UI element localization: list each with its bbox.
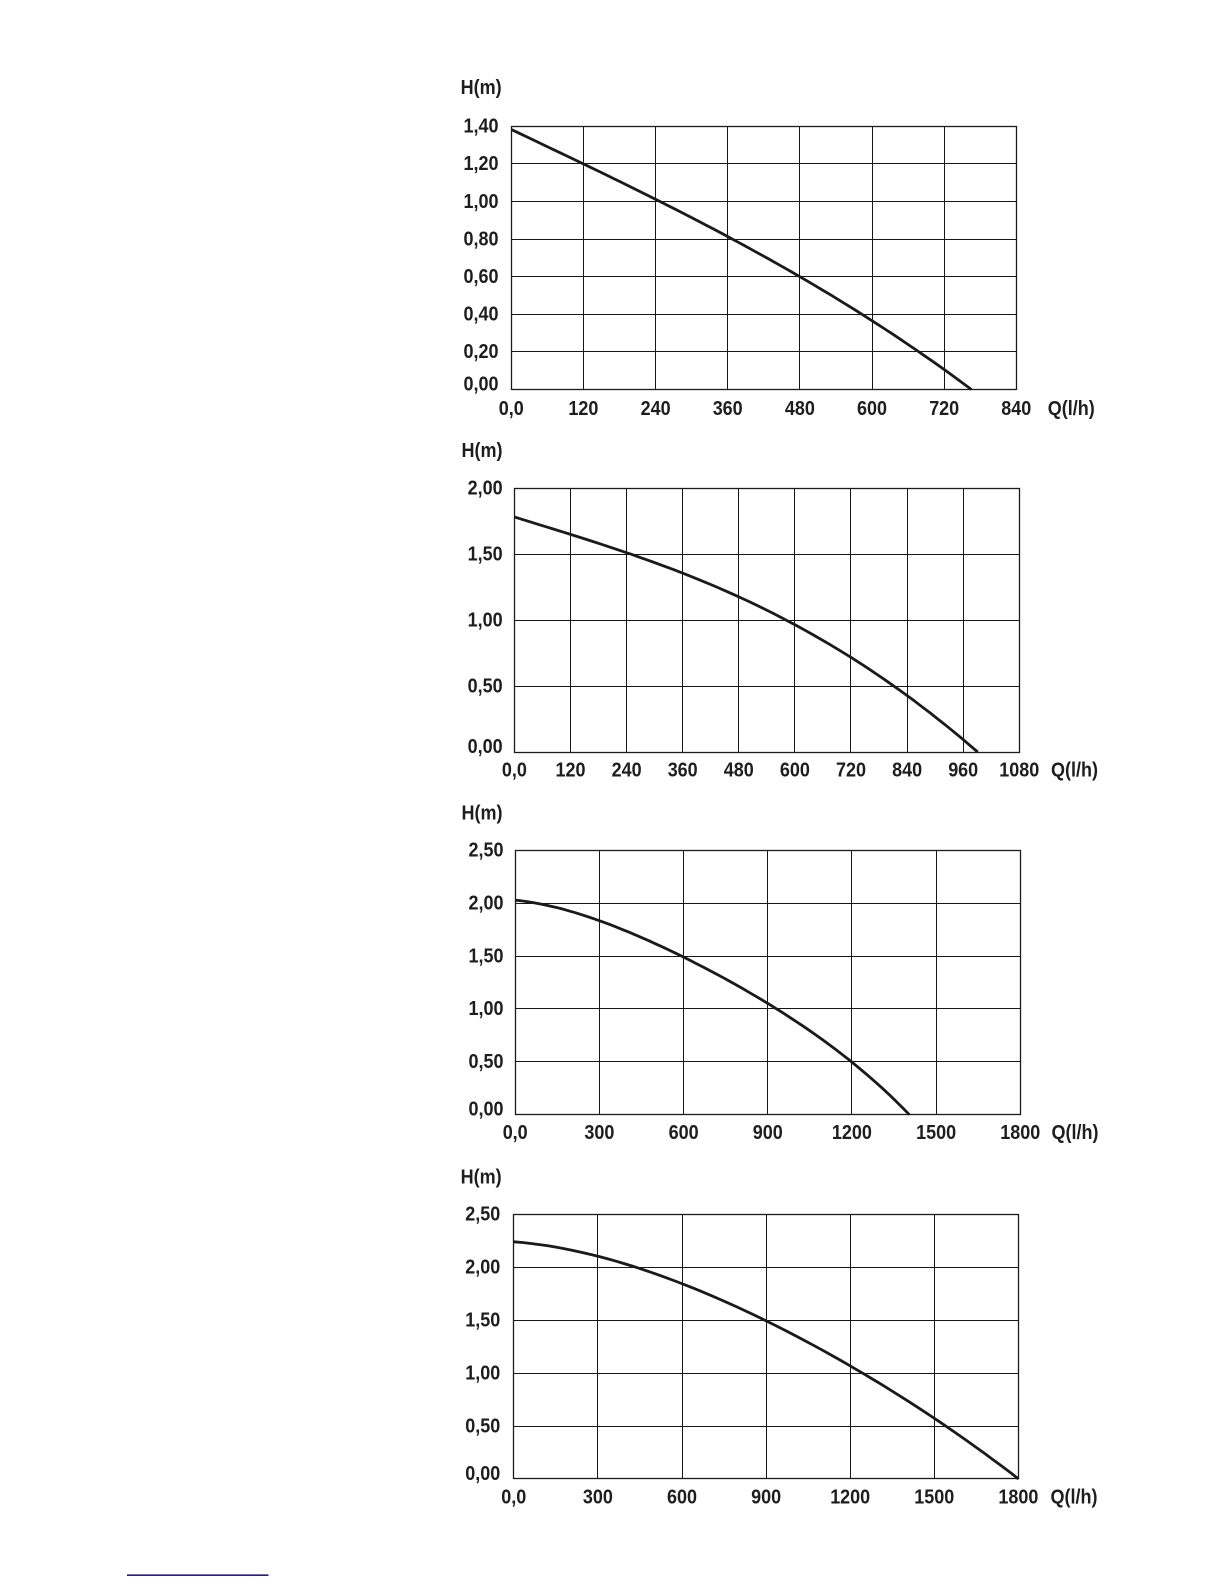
svg-text:2,00: 2,00: [468, 478, 503, 500]
svg-text:1500: 1500: [916, 1122, 956, 1144]
svg-text:Q(l/h): Q(l/h): [1051, 760, 1098, 782]
svg-text:H(m): H(m): [462, 440, 503, 462]
svg-text:600: 600: [857, 398, 887, 420]
svg-text:240: 240: [612, 760, 642, 782]
svg-text:1080: 1080: [999, 760, 1039, 782]
svg-text:1200: 1200: [830, 1487, 870, 1509]
svg-text:0,00: 0,00: [465, 1463, 500, 1485]
svg-text:2,50: 2,50: [465, 1204, 500, 1226]
svg-text:1,00: 1,00: [464, 191, 499, 213]
svg-text:2,00: 2,00: [465, 1257, 500, 1279]
svg-text:1800: 1800: [998, 1487, 1038, 1509]
svg-text:720: 720: [836, 760, 866, 782]
svg-text:300: 300: [584, 1122, 614, 1144]
svg-text:0,80: 0,80: [464, 228, 499, 250]
svg-text:900: 900: [753, 1122, 783, 1144]
svg-text:720: 720: [929, 398, 959, 420]
svg-text:0,60: 0,60: [464, 266, 499, 288]
svg-text:480: 480: [724, 760, 754, 782]
svg-text:1,20: 1,20: [464, 153, 499, 175]
svg-text:0,00: 0,00: [468, 736, 503, 758]
svg-text:0,0: 0,0: [501, 1487, 526, 1509]
svg-text:480: 480: [785, 398, 815, 420]
svg-text:1200: 1200: [832, 1122, 872, 1144]
svg-text:1,00: 1,00: [468, 609, 503, 631]
svg-text:1,50: 1,50: [465, 1309, 500, 1331]
svg-text:0,40: 0,40: [464, 304, 499, 326]
svg-text:1500: 1500: [914, 1487, 954, 1509]
svg-text:300: 300: [583, 1487, 613, 1509]
svg-text:1,50: 1,50: [469, 945, 504, 967]
svg-text:840: 840: [892, 760, 922, 782]
svg-text:0,00: 0,00: [469, 1099, 504, 1121]
svg-text:Q(l/h): Q(l/h): [1048, 398, 1095, 420]
svg-text:600: 600: [669, 1122, 699, 1144]
svg-text:960: 960: [948, 760, 978, 782]
svg-text:360: 360: [713, 398, 743, 420]
svg-text:1,50: 1,50: [468, 544, 503, 566]
svg-text:1,00: 1,00: [469, 998, 504, 1020]
svg-text:600: 600: [667, 1487, 697, 1509]
svg-text:H(m): H(m): [461, 77, 502, 99]
svg-text:0,20: 0,20: [464, 341, 499, 363]
svg-text:0,0: 0,0: [499, 398, 524, 420]
svg-text:840: 840: [1001, 398, 1031, 420]
svg-text:360: 360: [668, 760, 698, 782]
svg-text:120: 120: [568, 398, 598, 420]
svg-text:H(m): H(m): [461, 1167, 502, 1189]
svg-text:600: 600: [780, 760, 810, 782]
svg-text:0,00: 0,00: [464, 373, 499, 395]
svg-text:0,0: 0,0: [503, 1122, 528, 1144]
svg-text:240: 240: [641, 398, 671, 420]
svg-text:120: 120: [556, 760, 586, 782]
svg-text:0,50: 0,50: [465, 1415, 500, 1437]
svg-text:1,40: 1,40: [464, 116, 499, 138]
svg-text:0,50: 0,50: [468, 675, 503, 697]
svg-text:0,0: 0,0: [502, 760, 527, 782]
svg-text:0,50: 0,50: [469, 1051, 504, 1073]
svg-text:900: 900: [751, 1487, 781, 1509]
svg-text:1800: 1800: [1000, 1122, 1040, 1144]
svg-text:2,00: 2,00: [469, 893, 504, 915]
svg-text:2,50: 2,50: [469, 840, 504, 862]
svg-text:Q(l/h): Q(l/h): [1051, 1487, 1098, 1509]
svg-text:Q(l/h): Q(l/h): [1052, 1122, 1099, 1144]
svg-text:1,00: 1,00: [465, 1362, 500, 1384]
svg-text:H(m): H(m): [462, 802, 503, 824]
